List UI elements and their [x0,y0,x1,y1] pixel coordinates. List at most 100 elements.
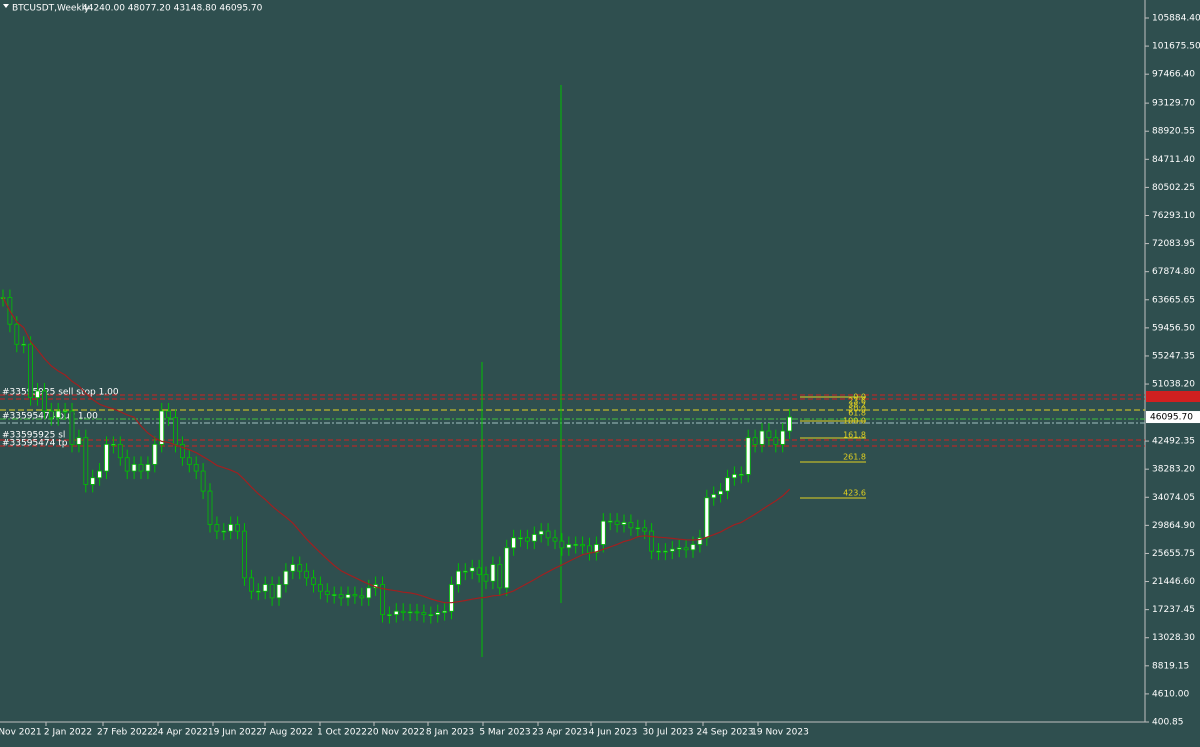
time-label: 24 Apr 2022 [152,728,208,738]
candle [455,570,461,585]
menu-arrow[interactable] [3,4,9,8]
candle [545,530,551,539]
fibo-label: 50.0 [848,405,866,414]
time-label: Nov 2021 [0,728,42,738]
candle [663,550,668,553]
candle [676,547,682,550]
candle [131,463,137,472]
fibo-label: 423.6 [843,489,866,498]
time-label: 27 Feb 2022 [97,728,153,738]
candle [435,612,441,615]
candle [221,530,227,533]
candle [207,490,213,525]
candle [621,522,627,525]
red-price-box [1146,391,1200,402]
time-label: 19 Nov 2023 [751,728,809,738]
candle [566,544,572,549]
price-label: 67874.80 [1152,267,1195,277]
candle [511,537,517,549]
candle [152,443,158,465]
candle [718,490,723,495]
candle [90,477,96,485]
time-label: 30 Jul 2023 [643,728,694,738]
fibo-label: 161.8 [843,431,866,440]
price-label: 29864.90 [1152,521,1195,531]
price-label: 93129.70 [1152,99,1195,109]
symbol-title: BTCUSDT,Weekly [12,4,90,14]
time-label: 23 Apr 2023 [532,728,588,738]
time-label: 7 Aug 2022 [261,728,313,738]
candle [145,463,151,472]
price-label: 8819.15 [1152,661,1189,671]
candle [76,437,82,445]
candle [469,567,475,572]
candle [186,457,192,465]
candle [483,574,489,582]
candle [117,443,123,459]
candle [428,614,434,616]
time-label: 24 Sep 2023 [696,728,753,738]
candle [248,577,254,592]
candle [607,520,613,523]
candle [780,430,786,445]
candle [269,584,275,599]
candle [690,544,696,551]
price-label: 400.85 [1152,718,1184,728]
candle [711,494,717,499]
time-label: 8 Jan 2023 [426,728,474,738]
price-label: 51038.20 [1152,380,1195,390]
candle [462,570,468,573]
candle [407,611,413,614]
candle [235,524,241,532]
current-price-label: 46095.70 [1150,413,1193,423]
candle [386,614,392,616]
fibo-label: 23.6 [848,397,866,406]
candle [14,323,20,345]
order-label: #33595925 sell stop 1.00 [2,388,119,398]
candle [345,594,351,599]
order-label: #33595925 sl [2,431,65,441]
candle [518,537,523,540]
candle [21,343,27,346]
candle [200,470,206,492]
candle [159,410,165,445]
candle [669,548,675,552]
fibo-label: 100.0 [843,417,866,426]
candle [290,564,296,572]
candle [166,410,172,419]
price-label: 105884.40 [1152,14,1200,24]
plot-area [0,0,1145,722]
candle [138,463,144,472]
candle [559,540,565,549]
candle [697,537,703,545]
candle [525,537,530,542]
candle [228,524,234,532]
candle [642,527,648,532]
candle [573,544,579,546]
candle [83,437,89,485]
candle [759,430,765,445]
fibo-label: 61.8 [848,409,866,418]
candle [732,473,737,479]
candle [725,477,730,492]
candle [311,577,316,585]
candle [594,544,599,553]
candle [331,594,337,596]
time-label: 5 Mar 2023 [479,728,530,738]
candle [442,610,448,613]
price-label: 101675.50 [1152,42,1200,52]
price-label: 97466.40 [1152,70,1195,80]
price-label: 13028.30 [1152,633,1195,643]
candle [297,564,303,572]
candle [324,590,330,595]
candle [28,343,34,399]
fibo-label: 38.2 [848,401,866,410]
candle [366,587,372,599]
candle [752,437,758,445]
price-label: 25655.75 [1152,549,1195,559]
candle [531,534,537,542]
candle [338,594,344,599]
order-label: #33595474 tp [2,439,68,449]
